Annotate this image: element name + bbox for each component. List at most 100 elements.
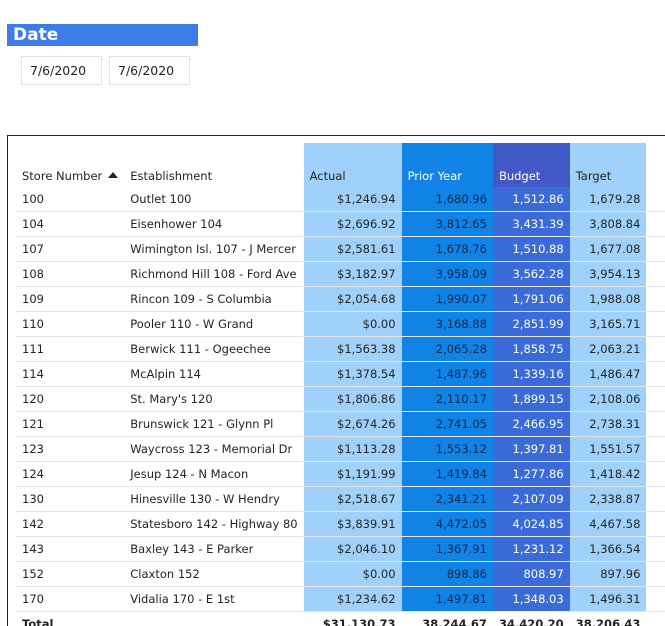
cell-prior-year: 3,958.09 (401, 261, 493, 287)
cell-actual: $0.00 (303, 311, 402, 337)
start-date-input[interactable]: 7/6/2020 (21, 56, 102, 85)
cell-prior-year: 1,497.81 (401, 586, 493, 612)
cell-budget: 1,339.16 (492, 361, 570, 387)
cell-actual: $1,191.99 (303, 461, 402, 487)
header-store-number-label: Store Number (22, 169, 103, 183)
cell-establishment: Baxley 143 - E Parker (124, 536, 304, 562)
table-header-row: Store Number Establishment Actual Prior … (16, 143, 665, 187)
cell-target: 1,486.47 (569, 361, 647, 387)
table-row[interactable]: 152 Claxton 152 $0.00 898.86 808.97 897.96 (16, 561, 665, 587)
cell-target: 4,467.58 (569, 511, 647, 537)
cell-target: 1,988.08 (569, 286, 647, 312)
table-row[interactable]: 121 Brunswick 121 - Glynn Pl $2,674.26 2,74… (16, 411, 665, 437)
table-row[interactable]: 114 McAlpin 114 $1,378.54 1,487.96 1,339.16 1… (16, 361, 665, 387)
total-target: 38,206.43 (569, 611, 647, 626)
cell-overflow (646, 286, 665, 312)
cell-establishment: McAlpin 114 (124, 361, 304, 387)
table-row[interactable]: 108 Richmond Hill 108 - Ford Ave $3,182.97… (16, 261, 665, 287)
cell-target: 2,108.06 (569, 386, 647, 412)
cell-budget: 1,231.12 (492, 536, 570, 562)
cell-overflow (646, 536, 665, 562)
total-row: Total $31,130.73 38,244.67 34,420.20 38,… (16, 611, 665, 626)
cell-budget: 2,107.09 (492, 486, 570, 512)
cell-store-number: 130 (16, 486, 125, 512)
cell-actual: $2,674.26 (303, 411, 402, 437)
cell-overflow (646, 361, 665, 387)
cell-store-number: 110 (16, 311, 125, 337)
cell-establishment: Wimington Isl. 107 - J Mercer (124, 236, 304, 262)
cell-store-number: 121 (16, 411, 125, 437)
table-row[interactable]: 104 Eisenhower 104 $2,696.92 3,812.65 3,431.… (16, 211, 665, 237)
cell-prior-year: 3,168.88 (401, 311, 493, 337)
table-row[interactable]: 143 Baxley 143 - E Parker $2,046.10 1,367.9… (16, 536, 665, 562)
cell-store-number: 152 (16, 561, 125, 587)
cell-actual: $1,246.94 (303, 187, 402, 212)
cell-prior-year: 1,553.12 (401, 436, 493, 462)
cell-establishment: Eisenhower 104 (124, 211, 304, 237)
cell-establishment: Vidalia 170 - E 1st (124, 586, 304, 612)
cell-overflow (646, 461, 665, 487)
cell-establishment: Claxton 152 (124, 561, 304, 587)
end-date-input[interactable]: 7/6/2020 (109, 56, 190, 85)
table-row[interactable]: 120 St. Mary's 120 $1,806.86 2,110.17 1,899.… (16, 386, 665, 412)
table-row[interactable]: 110 Pooler 110 - W Grand $0.00 3,168.88 2,85… (16, 311, 665, 337)
cell-overflow (646, 561, 665, 587)
cell-target: 3,808.84 (569, 211, 647, 237)
cell-target: 1,551.57 (569, 436, 647, 462)
cell-establishment: Richmond Hill 108 - Ford Ave (124, 261, 304, 287)
cell-prior-year: 1,487.96 (401, 361, 493, 387)
table-row[interactable]: 124 Jesup 124 - N Macon $1,191.99 1,419.84 1… (16, 461, 665, 487)
cell-establishment: Brunswick 121 - Glynn Pl (124, 411, 304, 437)
cell-actual: $2,696.92 (303, 211, 402, 237)
table-row[interactable]: 142 Statesboro 142 - Highway 80 $3,839.91 4… (16, 511, 665, 537)
total-overflow (646, 611, 665, 626)
header-prior-year[interactable]: Prior Year (401, 143, 493, 187)
table-row[interactable]: 107 Wimington Isl. 107 - J Mercer $2,581.6… (16, 236, 665, 262)
cell-budget: 1,348.03 (492, 586, 570, 612)
header-actual[interactable]: Actual (303, 143, 402, 187)
cell-store-number: 123 (16, 436, 125, 462)
table-row[interactable]: 123 Waycross 123 - Memorial Dr $1,113.28 1,… (16, 436, 665, 462)
table-row[interactable]: 109 Rincon 109 - S Columbia $2,054.68 1,990… (16, 286, 665, 312)
cell-store-number: 107 (16, 236, 125, 262)
cell-establishment: Rincon 109 - S Columbia (124, 286, 304, 312)
cell-target: 1,677.08 (569, 236, 647, 262)
sort-ascending-icon[interactable] (108, 172, 119, 178)
cell-target: 897.96 (569, 561, 647, 587)
cell-actual: $3,839.91 (303, 511, 402, 537)
total-budget: 34,420.20 (492, 611, 570, 626)
table-row[interactable]: 170 Vidalia 170 - E 1st $1,234.62 1,497.81 1… (16, 586, 665, 612)
cell-establishment: St. Mary's 120 (124, 386, 304, 412)
cell-prior-year: 2,110.17 (401, 386, 493, 412)
header-budget[interactable]: Budget (492, 143, 570, 187)
cell-establishment: Statesboro 142 - Highway 80 (124, 511, 304, 537)
cell-establishment: Outlet 100 (124, 187, 304, 212)
cell-target: 3,954.13 (569, 261, 647, 287)
table-row[interactable]: 130 Hinesville 130 - W Hendry $2,518.67 2,3… (16, 486, 665, 512)
header-store-number[interactable]: Store Number (16, 143, 124, 187)
cell-store-number: 104 (16, 211, 125, 237)
cell-store-number: 109 (16, 286, 125, 312)
cell-overflow (646, 586, 665, 612)
cell-prior-year: 4,472.05 (401, 511, 493, 537)
cell-prior-year: 2,741.05 (401, 411, 493, 437)
cell-actual: $1,378.54 (303, 361, 402, 387)
cell-overflow (646, 236, 665, 262)
header-establishment[interactable]: Establishment (130, 169, 213, 183)
cell-actual: $1,806.86 (303, 386, 402, 412)
cell-establishment: Jesup 124 - N Macon (124, 461, 304, 487)
cell-target: 1,366.54 (569, 536, 647, 562)
table-row[interactable]: 111 Berwick 111 - Ogeechee $1,563.38 2,065.… (16, 336, 665, 362)
cell-target: 2,738.31 (569, 411, 647, 437)
cell-prior-year: 1,680.96 (401, 187, 493, 212)
table-row[interactable]: 100 Outlet 100 $1,246.94 1,680.96 1,512.86 1,… (16, 187, 665, 212)
cell-store-number: 142 (16, 511, 125, 537)
cell-budget: 1,277.86 (492, 461, 570, 487)
cell-budget: 1,512.86 (492, 187, 570, 212)
cell-budget: 808.97 (492, 561, 570, 587)
header-target[interactable]: Target (569, 143, 647, 187)
cell-actual: $3,182.97 (303, 261, 402, 287)
cell-target: 3,165.71 (569, 311, 647, 337)
cell-prior-year: 3,812.65 (401, 211, 493, 237)
cell-overflow (646, 386, 665, 412)
